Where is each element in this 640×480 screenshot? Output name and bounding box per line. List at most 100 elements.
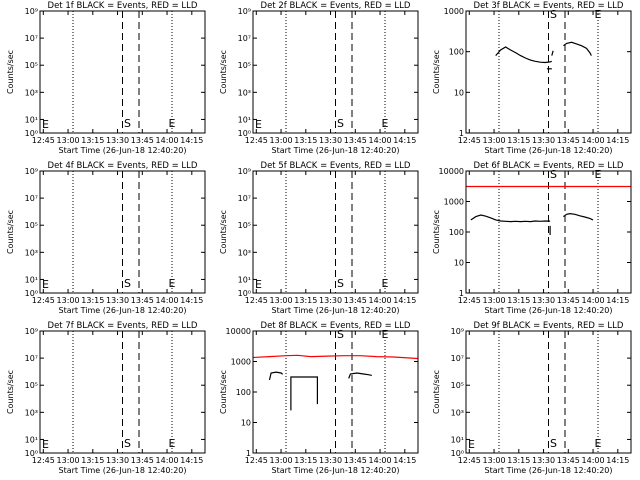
y-axis-label: Counts/sec xyxy=(6,210,15,254)
chart-title: Det 7f BLACK = Events, RED = LLD xyxy=(48,321,198,331)
x-tick-label: 14:00 xyxy=(369,456,392,465)
y-axis-label: Counts/sec xyxy=(432,50,441,94)
x-tick-label: 14:15 xyxy=(606,296,629,305)
y-tick-label: 10¹ xyxy=(25,275,38,284)
x-tick-label: 14:00 xyxy=(156,296,179,305)
chart-panel-2: Det 2f BLACK = Events, RED = LLD S E E 12:45… xyxy=(219,1,419,155)
y-tick-label: 1000 xyxy=(231,358,251,367)
x-tick-label: 13:30 xyxy=(319,136,342,145)
x-tick-label: 13:30 xyxy=(532,296,555,305)
end-marker-left: E xyxy=(255,118,262,131)
events-series-line xyxy=(563,41,592,56)
x-tick-label: 13:30 xyxy=(106,456,129,465)
x-tick-label: 13:45 xyxy=(557,136,580,145)
x-tick-label: 12:45 xyxy=(458,456,481,465)
x-tick-label: 13:45 xyxy=(131,296,154,305)
x-tick-label: 13:45 xyxy=(344,136,367,145)
end-marker: E xyxy=(382,277,389,290)
y-tick-label: 10⁰ xyxy=(451,449,464,458)
plot-frame xyxy=(252,170,419,294)
y-tick-label: 10⁷ xyxy=(238,194,251,203)
end-marker: E xyxy=(595,437,602,450)
x-tick-label: 13:45 xyxy=(131,136,154,145)
events-series-line xyxy=(290,376,318,411)
chart-panel-1: Det 1f BLACK = Events, RED = LLD S E E 12:45… xyxy=(6,1,206,155)
y-tick-label: 10¹ xyxy=(25,115,38,124)
y-axis-label: Counts/sec xyxy=(6,370,15,414)
end-marker-left: E xyxy=(468,438,475,451)
x-tick-label: 12:45 xyxy=(32,136,55,145)
x-tick-label: 13:45 xyxy=(344,456,367,465)
x-tick-label: 14:15 xyxy=(393,456,416,465)
plot-frame xyxy=(39,10,206,134)
y-tick-label: 1 xyxy=(459,289,464,298)
x-axis-label: Start Time (26-Jun-18 12:40:20) xyxy=(272,466,400,475)
start-marker: S xyxy=(124,277,131,290)
x-tick-label: 14:15 xyxy=(393,136,416,145)
y-tick-label: 10⁹ xyxy=(25,7,38,16)
chart-title: Det 4f BLACK = Events, RED = LLD xyxy=(48,161,198,171)
x-tick-label: 12:45 xyxy=(245,296,268,305)
y-tick-label: 10¹ xyxy=(451,435,464,444)
y-tick-label: 10⁹ xyxy=(238,7,251,16)
y-tick-label: 1 xyxy=(459,129,464,138)
y-tick-label: 10³ xyxy=(25,88,38,97)
start-marker: S xyxy=(337,277,344,290)
start-marker: S xyxy=(124,117,131,130)
end-marker: E xyxy=(169,117,176,130)
y-tick-label: 10⁰ xyxy=(25,129,38,138)
y-tick-label: 10000 xyxy=(226,327,251,336)
end-marker: E xyxy=(382,117,389,130)
y-tick-label: 10⁷ xyxy=(25,194,38,203)
end-marker-left: E xyxy=(42,118,49,131)
chart-title: Det 2f BLACK = Events, RED = LLD xyxy=(261,1,411,11)
x-tick-label: 14:00 xyxy=(369,136,392,145)
start-marker: S xyxy=(337,117,344,130)
y-tick-label: 10⁵ xyxy=(451,381,464,390)
end-marker: E xyxy=(169,437,176,450)
y-tick-label: 10¹ xyxy=(238,275,251,284)
events-series-line xyxy=(348,372,372,379)
events-series-line xyxy=(470,214,551,223)
plot-frame xyxy=(465,10,632,134)
y-tick-label: 10⁵ xyxy=(238,61,251,70)
chart-title: Det 9f BLACK = Events, RED = LLD xyxy=(474,321,624,331)
x-tick-label: 14:00 xyxy=(582,456,605,465)
y-tick-label: 10⁵ xyxy=(25,221,38,230)
x-axis-label: Start Time (26-Jun-18 12:40:20) xyxy=(485,466,613,475)
x-tick-label: 13:00 xyxy=(57,456,80,465)
y-tick-label: 10⁵ xyxy=(238,221,251,230)
y-tick-label: 1000 xyxy=(444,7,464,16)
x-tick-label: 13:00 xyxy=(483,456,506,465)
y-tick-label: 10⁷ xyxy=(238,34,251,43)
x-tick-label: 13:30 xyxy=(319,296,342,305)
y-tick-label: 100 xyxy=(449,48,464,57)
x-tick-label: 13:15 xyxy=(507,456,530,465)
x-tick-label: 13:15 xyxy=(507,296,530,305)
start-marker: S xyxy=(550,8,557,21)
y-tick-label: 100 xyxy=(236,388,251,397)
x-tick-label: 13:15 xyxy=(507,136,530,145)
y-axis-label: Counts/sec xyxy=(432,210,441,254)
y-tick-label: 10³ xyxy=(25,248,38,257)
end-marker-left: E xyxy=(42,438,49,451)
y-tick-label: 10³ xyxy=(25,408,38,417)
x-tick-label: 13:30 xyxy=(532,136,555,145)
x-tick-label: 13:30 xyxy=(106,136,129,145)
y-tick-label: 10 xyxy=(454,88,464,97)
x-tick-label: 13:45 xyxy=(344,296,367,305)
x-tick-label: 13:30 xyxy=(319,456,342,465)
end-marker: E xyxy=(595,168,602,181)
x-tick-label: 13:15 xyxy=(294,136,317,145)
x-tick-label: 14:15 xyxy=(180,456,203,465)
chart-title: Det 8f BLACK = Events, RED = LLD xyxy=(261,321,411,331)
y-tick-label: 10⁵ xyxy=(25,381,38,390)
x-tick-label: 13:00 xyxy=(57,136,80,145)
events-series-line xyxy=(551,50,554,56)
chart-title: Det 3f BLACK = Events, RED = LLD xyxy=(474,1,624,11)
chart-title: Det 5f BLACK = Events, RED = LLD xyxy=(261,161,411,171)
